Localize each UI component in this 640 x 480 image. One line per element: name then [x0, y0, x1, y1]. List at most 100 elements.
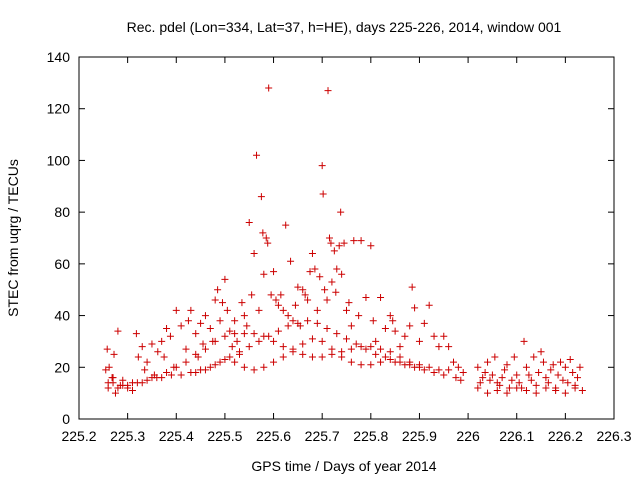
- y-tick-label: 80: [54, 204, 70, 220]
- data-point: [233, 337, 241, 345]
- data-point: [435, 366, 443, 374]
- data-point: [206, 363, 214, 371]
- data-point: [253, 151, 261, 159]
- data-point: [513, 384, 521, 392]
- data-point: [294, 319, 302, 327]
- data-point: [223, 306, 231, 314]
- data-point: [231, 358, 239, 366]
- data-point: [211, 337, 219, 345]
- data-point: [110, 350, 118, 358]
- ticks: 225.2 225.3 225.4 225.5 225.6 225.7 225.8 225.9…: [47, 49, 632, 444]
- data-point: [525, 371, 533, 379]
- data-point: [104, 379, 112, 387]
- data-point: [445, 366, 453, 374]
- data-point: [343, 335, 350, 343]
- data-point: [357, 343, 365, 351]
- data-point: [197, 319, 205, 327]
- data-point: [503, 361, 511, 369]
- data-point: [332, 288, 340, 296]
- data-point: [564, 379, 572, 387]
- data-point: [304, 317, 312, 325]
- data-point: [537, 348, 545, 356]
- data-point: [496, 381, 504, 389]
- data-point: [238, 299, 246, 307]
- data-point: [304, 296, 312, 304]
- data-point: [318, 162, 326, 170]
- data-point: [143, 376, 151, 384]
- data-point: [299, 350, 307, 358]
- data-point: [452, 374, 460, 382]
- data-point: [299, 340, 307, 348]
- data-point: [566, 356, 574, 364]
- data-point: [327, 239, 335, 247]
- data-point: [501, 366, 509, 374]
- x-tick-label: 226.1: [499, 428, 534, 444]
- x-tick-label: 226: [456, 428, 480, 444]
- data-point: [561, 363, 569, 371]
- data-point: [192, 330, 200, 338]
- data-point: [561, 389, 569, 397]
- data-point: [141, 366, 149, 374]
- data-point: [316, 273, 324, 281]
- data-point: [535, 368, 543, 376]
- data-point: [319, 190, 327, 198]
- data-point: [430, 332, 438, 340]
- data-point: [279, 353, 287, 361]
- data-point: [578, 387, 586, 395]
- data-point: [182, 345, 190, 353]
- data-point: [333, 330, 341, 338]
- data-point: [369, 317, 377, 325]
- x-tick-label: 226.3: [596, 428, 631, 444]
- data-point: [216, 317, 224, 325]
- data-point: [201, 312, 209, 320]
- data-point: [177, 371, 185, 379]
- data-point: [231, 330, 239, 338]
- data-point: [377, 345, 385, 353]
- data-point: [211, 361, 219, 369]
- data-point: [411, 304, 419, 312]
- data-point: [311, 265, 319, 273]
- data-point: [114, 384, 122, 392]
- data-point: [318, 353, 326, 361]
- data-point: [425, 301, 433, 309]
- data-point: [430, 368, 438, 376]
- data-point: [522, 387, 530, 395]
- data-point: [554, 371, 562, 379]
- data-point: [318, 337, 326, 345]
- y-tick-label: 140: [47, 49, 71, 65]
- data-point: [226, 353, 234, 361]
- data-point: [228, 343, 236, 351]
- data-point: [216, 358, 224, 366]
- data-point: [287, 257, 295, 265]
- data-point: [284, 312, 292, 320]
- data-point: [391, 327, 399, 335]
- data-point: [236, 348, 243, 356]
- data-point: [262, 234, 270, 242]
- data-point: [231, 317, 239, 325]
- data-point: [367, 343, 375, 351]
- data-point: [367, 361, 375, 369]
- y-tick-label: 40: [54, 308, 70, 324]
- data-point: [377, 358, 385, 366]
- data-point: [508, 376, 516, 384]
- data-point: [250, 250, 258, 258]
- data-point: [515, 379, 523, 387]
- data-point: [279, 306, 287, 314]
- data-point: [199, 340, 207, 348]
- data-point: [559, 376, 567, 384]
- data-point: [323, 325, 331, 332]
- data-points: [102, 84, 586, 397]
- data-point: [279, 343, 287, 351]
- data-point: [201, 366, 209, 374]
- data-point: [335, 242, 343, 250]
- data-point: [345, 299, 353, 307]
- data-point: [396, 358, 404, 366]
- data-point: [408, 283, 416, 291]
- data-point: [282, 221, 290, 229]
- data-point: [299, 286, 307, 294]
- data-point: [479, 374, 487, 382]
- data-point: [240, 363, 248, 371]
- data-point: [357, 361, 365, 369]
- data-point: [218, 299, 226, 307]
- data-point: [486, 376, 494, 384]
